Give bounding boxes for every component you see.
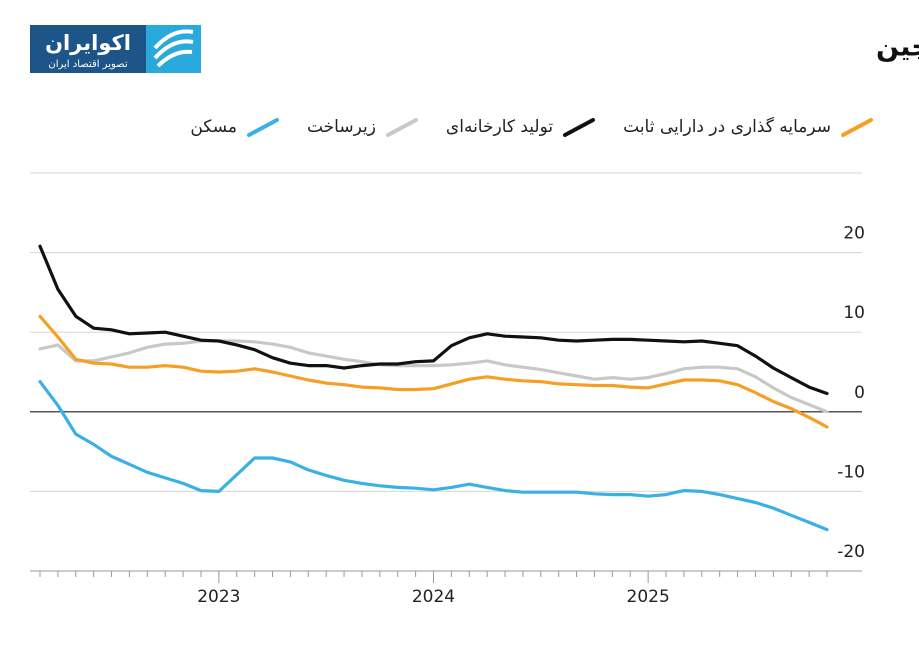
legend: سرمایه گذاری در دارایی ثابت تولید کارخانه…	[190, 116, 875, 138]
x-tick-label: 2023	[197, 587, 240, 607]
legend-swatch-line	[385, 118, 418, 137]
legend-item: مسکن	[190, 116, 281, 138]
legend-swatch	[841, 118, 873, 137]
legend-swatch	[246, 118, 279, 137]
legend-item: زیرساخت	[307, 116, 420, 138]
legend-swatch-line	[563, 118, 596, 137]
chart-title: کاهش بی‌سابقه رشد سرمایه‌گذاری در چین	[876, 31, 919, 63]
legend-swatch	[385, 118, 418, 137]
logo-title: اکوایران	[45, 31, 131, 55]
x-tick-label: 2025	[627, 587, 670, 607]
y-tick-label: 20	[843, 224, 865, 244]
legend-label: مسکن	[190, 117, 237, 137]
legend-item: سرمایه گذاری در دارایی ثابت	[623, 116, 875, 138]
x-tick-label: 2024	[412, 587, 455, 607]
logo-mark	[153, 29, 194, 68]
y-tick-label: -10	[837, 462, 865, 482]
logo-subtitle: تصویر اقتصاد ایران	[48, 59, 127, 70]
series-line	[38, 380, 829, 532]
legend-item: تولید کارخانه‌ای	[446, 116, 597, 138]
y-tick-label: -20	[837, 542, 865, 562]
series-line	[38, 244, 829, 396]
y-tick-label: 10	[843, 303, 865, 323]
legend-swatch-line	[841, 118, 873, 137]
legend-label: زیرساخت	[306, 117, 376, 137]
legend-swatch	[563, 118, 596, 137]
legend-swatch-line	[246, 118, 279, 137]
legend-label: سرمایه گذاری در دارایی ثابت	[623, 117, 831, 137]
y-tick-label: 0	[854, 383, 865, 403]
series-line	[38, 314, 829, 429]
series-line	[38, 339, 829, 414]
legend-label: تولید کارخانه‌ای	[445, 117, 554, 137]
